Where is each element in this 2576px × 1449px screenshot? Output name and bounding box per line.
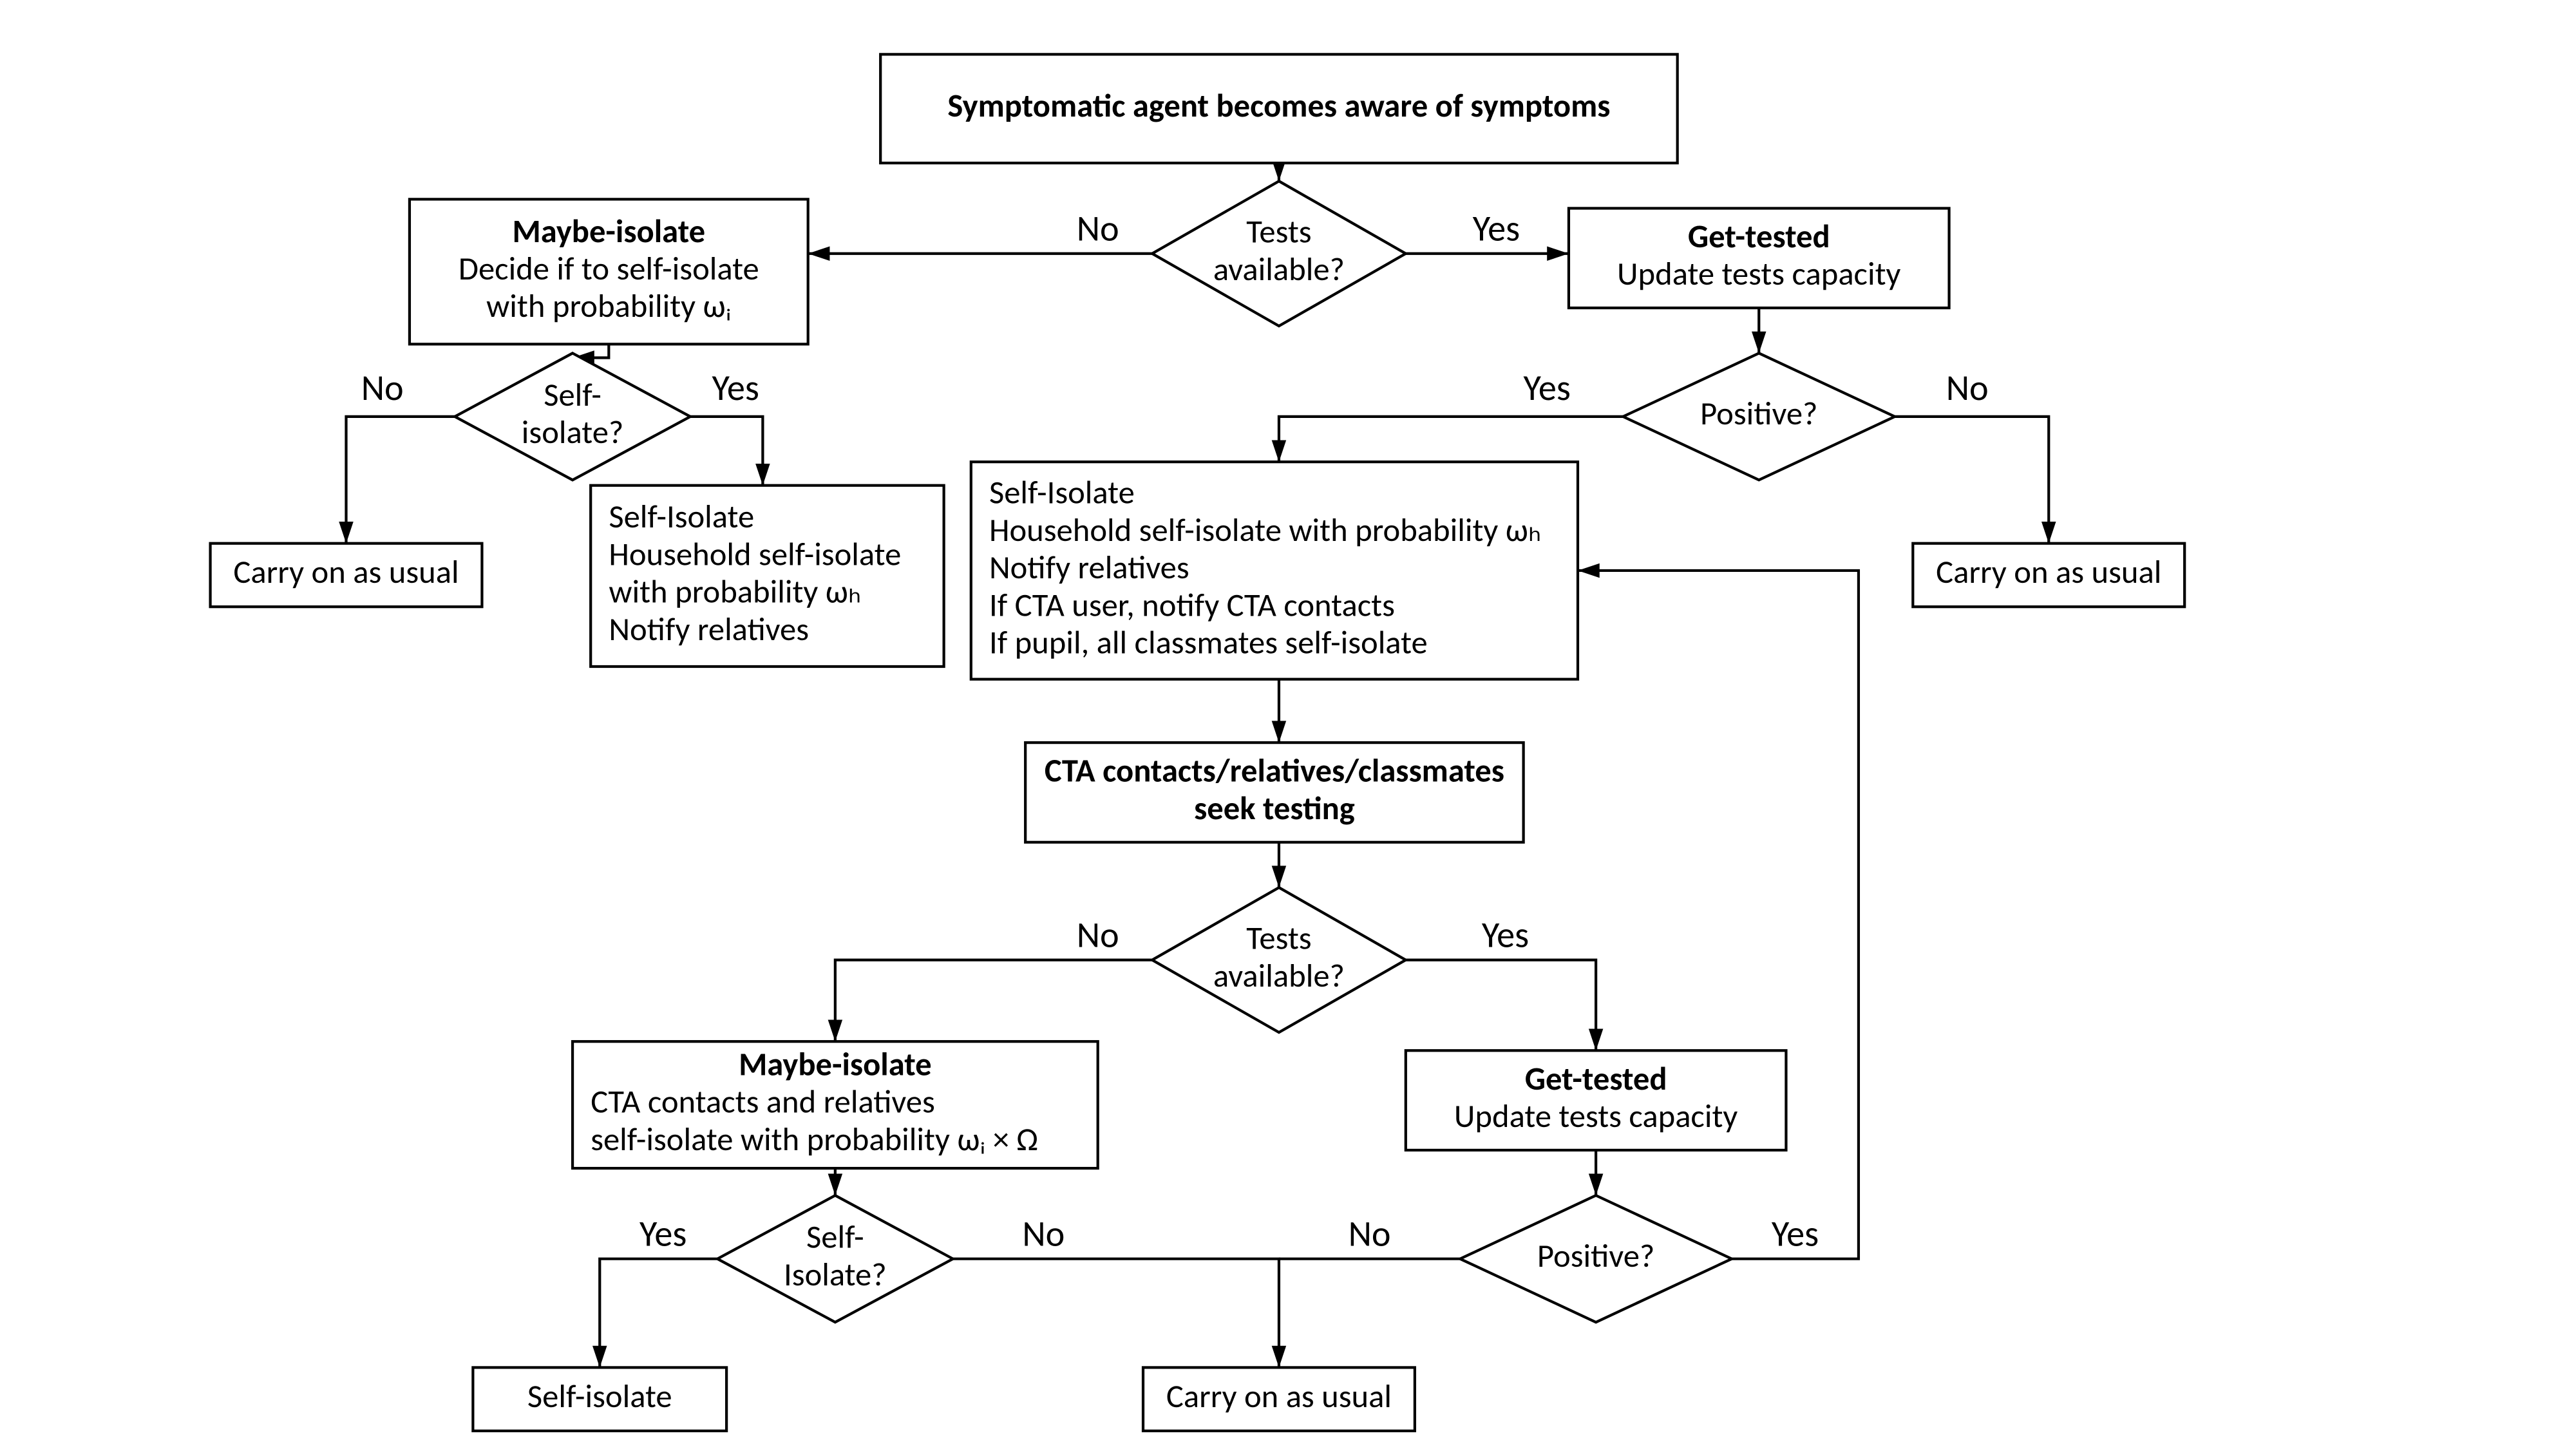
- node-text: CTA contacts/relatives/classmates: [1045, 751, 1504, 791]
- node-text: If pupil, all classmates self-isolate: [989, 622, 1428, 662]
- node-iso1: Self-IsolateHousehold self-isolatewith p…: [591, 486, 943, 667]
- edge-label: No: [1077, 206, 1119, 251]
- node-text: seek testing: [1194, 788, 1355, 828]
- node-text: Self-isolate: [527, 1376, 672, 1416]
- edge-label: No: [1077, 913, 1119, 957]
- node-self2: Self-Isolate?: [717, 1195, 953, 1322]
- node-text: Symptomatic agent becomes aware of sympt…: [947, 86, 1610, 126]
- node-carry3: Carry on as usual: [1143, 1367, 1415, 1430]
- node-text: Isolate?: [784, 1255, 887, 1294]
- node-text: Get-tested: [1688, 216, 1830, 256]
- node-iso2: Self-IsolateHousehold self-isolate with …: [971, 462, 1578, 679]
- node-text: Self-: [544, 375, 601, 415]
- node-text: available?: [1213, 956, 1345, 996]
- node-text: with probability ωₕ: [609, 572, 861, 612]
- node-text: Update tests capacity: [1454, 1096, 1738, 1136]
- node-text: Self-Isolate: [989, 473, 1135, 513]
- edge-label: Yes: [1772, 1211, 1819, 1256]
- nodes-layer: Symptomatic agent becomes aware of sympt…: [211, 54, 2185, 1431]
- node-text: Carry on as usual: [1936, 552, 2161, 592]
- node-text: self-isolate with probability ωᵢ × Ω: [591, 1119, 1038, 1159]
- node-text: Self-: [806, 1217, 864, 1257]
- edge-label: No: [1349, 1211, 1391, 1256]
- node-text: Maybe-isolate: [513, 211, 706, 251]
- node-text: Tests: [1246, 918, 1311, 958]
- edge-label: Yes: [1524, 366, 1571, 410]
- node-text: Household self-isolate: [609, 534, 901, 574]
- node-get1: Get-testedUpdate tests capacity: [1569, 208, 1949, 308]
- node-text: Maybe-isolate: [739, 1045, 932, 1084]
- node-text: If CTA user, notify CTA contacts: [989, 585, 1395, 625]
- node-maybe2: Maybe-isolateCTA contacts and relativess…: [573, 1041, 1098, 1168]
- edge-label: Yes: [639, 1211, 687, 1256]
- node-text: Positive?: [1537, 1236, 1654, 1276]
- node-text: Decide if to self-isolate: [459, 249, 759, 289]
- node-text: Update tests capacity: [1617, 254, 1900, 294]
- node-seek: CTA contacts/relatives/classmatesseek te…: [1025, 743, 1523, 842]
- node-text: available?: [1213, 249, 1345, 289]
- node-text: CTA contacts and relatives: [591, 1082, 935, 1122]
- node-text: Carry on as usual: [233, 552, 459, 592]
- node-carry1: Carry on as usual: [211, 544, 482, 607]
- node-text: isolate?: [522, 412, 624, 452]
- node-maybe1: Maybe-isolateDecide if to self-isolatewi…: [410, 199, 808, 344]
- node-text: Positive?: [1700, 393, 1817, 433]
- edge-label: No: [361, 366, 404, 410]
- edge-label: Yes: [1473, 206, 1520, 251]
- node-pos2: Positive?: [1460, 1195, 1732, 1322]
- node-text: with probability ωᵢ: [486, 286, 731, 326]
- node-pos1: Positive?: [1623, 353, 1895, 480]
- node-text: Get-tested: [1525, 1059, 1667, 1099]
- node-text: Self-Isolate: [609, 497, 754, 536]
- node-tests2: Testsavailable?: [1152, 887, 1406, 1032]
- flowchart-container: No Yes No Yes Yes No No Yes Yes No No Yes Symptomati…: [0, 0, 2576, 1449]
- edge-label: No: [1946, 366, 1989, 410]
- node-text: Carry on as usual: [1166, 1376, 1392, 1416]
- node-text: Tests: [1246, 212, 1311, 252]
- node-get2: Get-testedUpdate tests capacity: [1406, 1050, 1786, 1150]
- node-tests1: Testsavailable?: [1152, 181, 1406, 326]
- edge-label: Yes: [712, 366, 759, 410]
- edge-label: Yes: [1482, 913, 1529, 957]
- node-carry2: Carry on as usual: [1913, 544, 2184, 607]
- node-start: Symptomatic agent becomes aware of sympt…: [880, 54, 1678, 163]
- flowchart-svg: No Yes No Yes Yes No No Yes Yes No No Yes Symptomati…: [0, 0, 2576, 1449]
- node-text: Household self-isolate with probability …: [989, 510, 1542, 550]
- node-selfiso: Self-isolate: [473, 1367, 726, 1430]
- node-self1: Self-isolate?: [455, 353, 690, 480]
- edge-label: No: [1022, 1211, 1065, 1256]
- node-text: Notify relatives: [609, 609, 809, 649]
- node-text: Notify relatives: [989, 547, 1189, 587]
